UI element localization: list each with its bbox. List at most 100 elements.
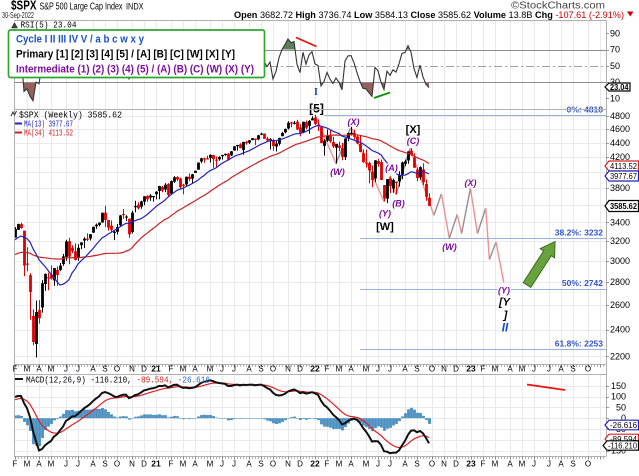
svg-text:J: J <box>388 365 392 374</box>
svg-text:A: A <box>348 460 354 469</box>
svg-text:S: S <box>414 460 419 469</box>
svg-text:O: O <box>429 460 435 469</box>
svg-text:150: 150 <box>611 381 626 391</box>
svg-text:M: M <box>492 365 499 374</box>
svg-text:O: O <box>114 460 120 469</box>
svg-text:J: J <box>547 460 551 469</box>
svg-text:J: J <box>76 365 80 374</box>
svg-text:O: O <box>270 365 276 374</box>
svg-text:A: A <box>36 365 42 374</box>
svg-text:J: J <box>64 365 68 374</box>
svg-text:4600: 4600 <box>610 124 630 134</box>
svg-text:J: J <box>220 365 224 374</box>
svg-text:F: F <box>481 365 486 374</box>
svg-text:N: N <box>441 365 447 374</box>
svg-text:-89.594: -89.594 <box>610 434 637 444</box>
svg-text:Primary [1] [2] [3] [4] [5] /: Primary [1] [2] [3] [4] [5] / [A] [B] [C… <box>16 49 235 61</box>
svg-text:A: A <box>90 365 96 374</box>
svg-text:II: II <box>502 323 509 335</box>
svg-text:MA(13) 3977.67: MA(13) 3977.67 <box>24 120 73 130</box>
svg-text:(X): (X) <box>465 178 477 188</box>
svg-text:(Y): (Y) <box>498 286 510 296</box>
svg-text:A: A <box>558 460 564 469</box>
svg-text:A: A <box>246 460 252 469</box>
svg-text:3800: 3800 <box>610 183 630 193</box>
svg-text:S: S <box>570 365 575 374</box>
svg-text:2200: 2200 <box>610 351 630 361</box>
svg-text:M: M <box>336 460 343 469</box>
svg-text:$SPX (Weekly) 3585.62: $SPX (Weekly) 3585.62 <box>19 110 122 121</box>
svg-text:30: 30 <box>610 77 620 87</box>
svg-text:D: D <box>141 365 147 374</box>
svg-text:[5]: [5] <box>309 102 324 116</box>
svg-text:(C): (C) <box>407 136 420 146</box>
svg-text:D: D <box>453 460 459 469</box>
svg-text:23: 23 <box>466 364 476 374</box>
svg-text:2400: 2400 <box>610 325 630 335</box>
svg-text:F: F <box>325 365 330 374</box>
svg-text:M: M <box>363 365 370 374</box>
svg-text:J: J <box>547 365 551 374</box>
svg-text:M: M <box>24 460 31 469</box>
svg-text:0: 0 <box>621 413 626 423</box>
svg-text:F: F <box>169 365 174 374</box>
svg-text:4800: 4800 <box>610 111 630 121</box>
svg-text:30-Sep-2022: 30-Sep-2022 <box>2 10 34 20</box>
svg-text:S: S <box>414 365 419 374</box>
svg-text:J: J <box>376 460 380 469</box>
svg-text:S&P 500 Large Cap Index: S&P 500 Large Cap Index <box>40 2 123 13</box>
svg-text:[W]: [W] <box>376 221 394 233</box>
svg-text:[X]: [X] <box>406 124 421 136</box>
svg-text:(Y): (Y) <box>379 209 391 219</box>
svg-text:A: A <box>348 365 354 374</box>
svg-text:D: D <box>453 365 459 374</box>
svg-text:D: D <box>297 365 303 374</box>
svg-text:RSI(5) 23.04: RSI(5) 23.04 <box>21 21 77 31</box>
svg-text:-26.616: -26.616 <box>610 420 637 430</box>
svg-text:M: M <box>24 365 31 374</box>
svg-text:(A): (A) <box>385 163 398 173</box>
svg-text:J: J <box>376 365 380 374</box>
svg-text:D: D <box>141 460 147 469</box>
svg-text:O: O <box>270 460 276 469</box>
svg-text:N: N <box>441 460 447 469</box>
svg-text:N: N <box>285 460 291 469</box>
svg-text:A: A <box>558 365 564 374</box>
svg-text:4113.52: 4113.52 <box>610 161 637 171</box>
svg-text:3977.67: 3977.67 <box>610 171 637 181</box>
svg-text:(W): (W) <box>330 167 345 177</box>
svg-text:90: 90 <box>610 28 620 38</box>
svg-text:©StockCharts.com: ©StockCharts.com <box>511 1 605 12</box>
svg-text:100: 100 <box>611 392 626 402</box>
svg-text:M: M <box>519 460 526 469</box>
svg-text:S: S <box>102 365 107 374</box>
svg-text:(W): (W) <box>442 242 457 252</box>
svg-text:O: O <box>585 460 591 469</box>
svg-text:A: A <box>192 365 198 374</box>
svg-text:Cycle I II III IV V / a b c w: Cycle I II III IV V / a b c w x y <box>16 34 145 46</box>
svg-text:23.04: 23.04 <box>610 82 629 92</box>
svg-text:O: O <box>429 365 435 374</box>
svg-text:10: 10 <box>610 93 620 103</box>
svg-text:61.8%: 2253: 61.8%: 2253 <box>555 339 603 349</box>
svg-text:J: J <box>532 365 536 374</box>
svg-text:J: J <box>76 460 80 469</box>
svg-text:M: M <box>180 365 187 374</box>
svg-text:J: J <box>232 365 236 374</box>
svg-text:F: F <box>325 460 330 469</box>
svg-text:O: O <box>114 365 120 374</box>
svg-text:A: A <box>402 365 408 374</box>
svg-text:2600: 2600 <box>610 300 630 310</box>
svg-text:J: J <box>532 460 536 469</box>
svg-text:(X): (X) <box>348 117 360 127</box>
svg-text:INDX: INDX <box>126 2 144 12</box>
svg-text:A: A <box>246 365 252 374</box>
svg-text:S: S <box>102 460 107 469</box>
svg-text:M: M <box>519 365 526 374</box>
svg-text:]: ] <box>503 310 508 322</box>
svg-text:F: F <box>13 460 18 469</box>
svg-text:A: A <box>90 460 96 469</box>
svg-text:Open 3682.72 High 3736.74 Low: Open 3682.72 High 3736.74 Low 3584.13 Cl… <box>234 10 624 20</box>
svg-text:M: M <box>336 365 343 374</box>
svg-text:50%: 2742: 50%: 2742 <box>562 278 603 288</box>
